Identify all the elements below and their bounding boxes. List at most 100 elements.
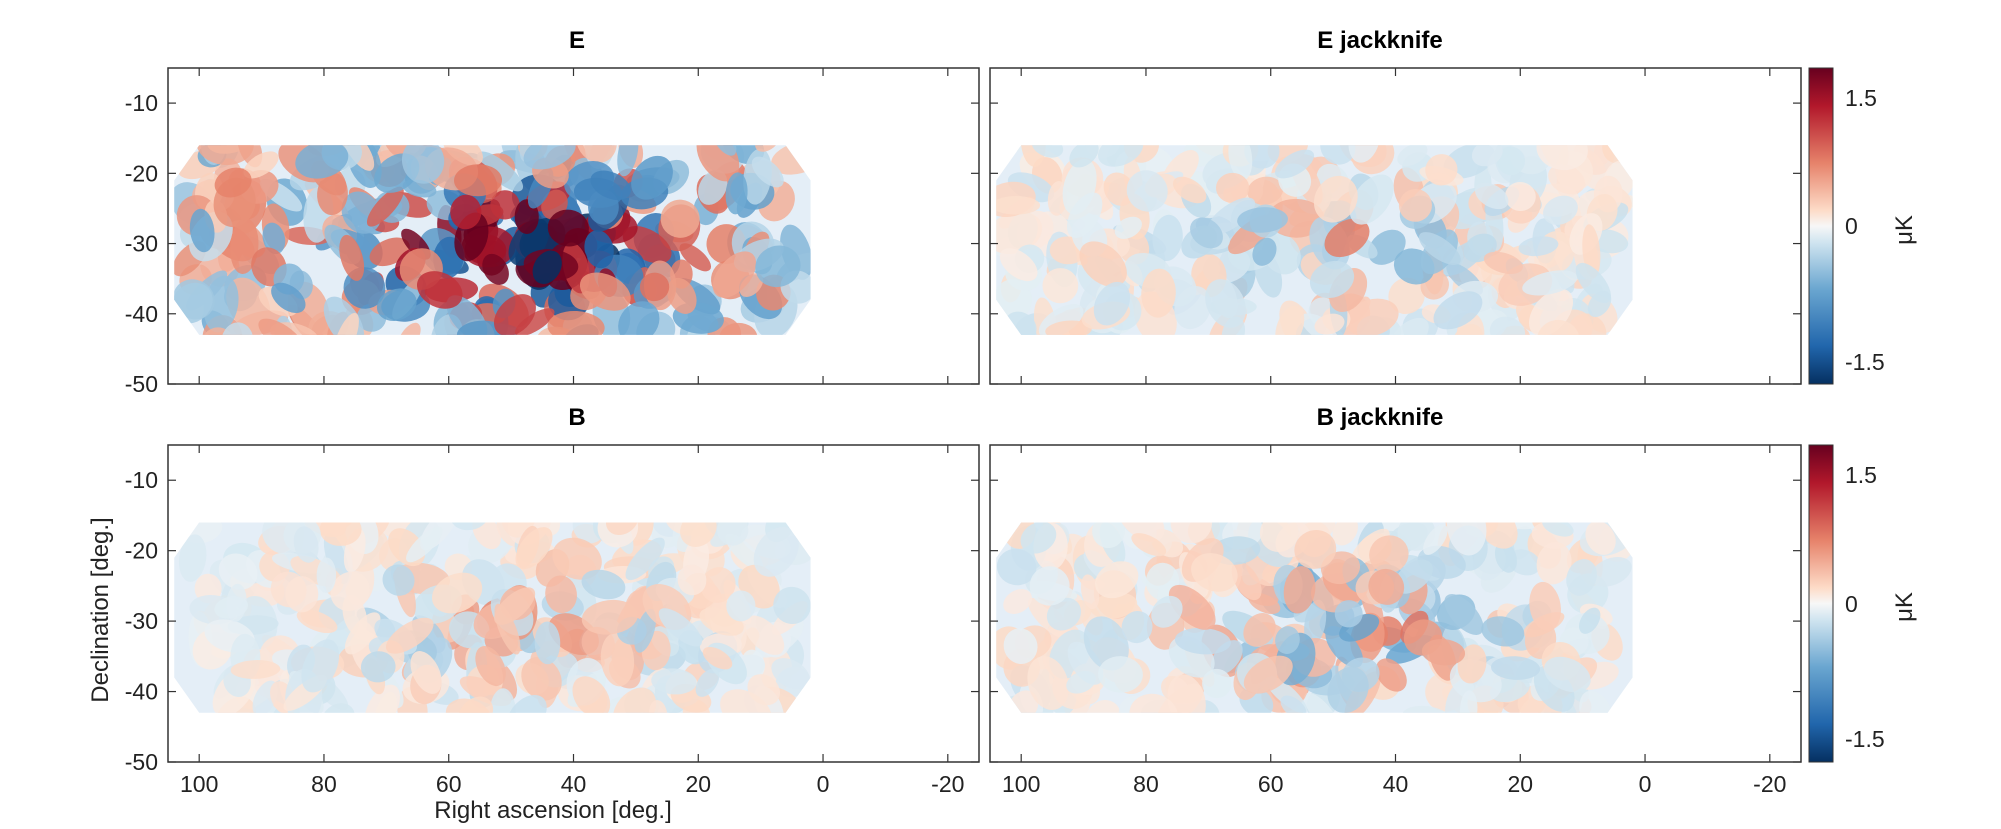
field-blob xyxy=(1126,170,1168,212)
field-blob xyxy=(1566,559,1597,596)
field-blob xyxy=(1131,533,1167,557)
field-blob xyxy=(458,696,494,713)
field-blob xyxy=(1167,674,1206,713)
field-blob xyxy=(1345,298,1399,335)
field-blob xyxy=(382,564,415,596)
field-blob xyxy=(1141,268,1176,318)
x-tick-label: 100 xyxy=(1002,771,1040,797)
field-blob xyxy=(576,145,617,163)
field-blob xyxy=(1275,149,1315,179)
field-blob xyxy=(1275,626,1300,654)
field-blob xyxy=(639,272,670,302)
field-blob xyxy=(1003,589,1032,614)
field-blob xyxy=(262,222,286,255)
field-blob xyxy=(1172,176,1207,204)
field-blob xyxy=(1020,522,1057,554)
field-blob xyxy=(401,145,445,184)
colorbar-top-tick-low: -1.5 xyxy=(1845,349,1885,375)
field-blob xyxy=(1066,670,1096,694)
field-blob xyxy=(1090,592,1138,620)
field-blob xyxy=(189,208,215,253)
field-blob xyxy=(1020,145,1046,167)
field-blob xyxy=(450,194,482,230)
field-blob xyxy=(523,145,576,170)
colorbar-bottom-tick-low: -1.5 xyxy=(1845,726,1885,752)
field-blob xyxy=(214,596,249,619)
field-blob xyxy=(1228,145,1253,181)
field-blob xyxy=(631,155,673,200)
field-blob xyxy=(618,301,660,335)
field-blob xyxy=(999,248,1038,282)
field-blob xyxy=(230,660,281,679)
field-blob xyxy=(755,245,801,288)
field-blob xyxy=(545,575,577,614)
field-blob xyxy=(1504,181,1536,211)
field-blob xyxy=(1304,599,1327,646)
field-blob xyxy=(1476,522,1518,549)
field-blob xyxy=(442,145,483,166)
x-tick-label: 80 xyxy=(311,771,337,797)
y-tick-label: -40 xyxy=(125,301,158,327)
field-blob xyxy=(1433,291,1483,330)
field-blob xyxy=(1031,145,1064,158)
field-blob xyxy=(700,567,736,603)
field-blob xyxy=(360,651,396,683)
field-blob xyxy=(515,527,553,570)
y-tick-label: -50 xyxy=(125,371,158,397)
field-blob xyxy=(493,294,536,335)
field-blob xyxy=(1244,145,1280,169)
x-tick-label: 40 xyxy=(561,771,587,797)
field-pattern xyxy=(174,145,811,335)
field-blob xyxy=(1388,277,1425,315)
field-blob xyxy=(1207,197,1256,235)
field-blob xyxy=(1008,690,1039,713)
field-blob xyxy=(258,318,304,335)
y-tick-label: -50 xyxy=(125,749,158,775)
field-blob xyxy=(1447,522,1487,556)
field-blob xyxy=(196,145,254,166)
field-blob xyxy=(572,676,611,713)
field-blob xyxy=(753,527,799,577)
field-blob xyxy=(1494,541,1517,573)
field-blob xyxy=(293,526,319,563)
field-blob xyxy=(702,646,733,670)
field-blob xyxy=(1585,522,1616,555)
field-blob xyxy=(330,571,370,612)
colorbar-top-unit: μK xyxy=(1891,215,1918,245)
field-blob xyxy=(1451,324,1483,335)
field-blob xyxy=(612,687,657,713)
x-tick-label: 0 xyxy=(1639,771,1652,797)
field-blob xyxy=(1491,656,1541,680)
field-blob xyxy=(996,196,1041,215)
field-blob xyxy=(1093,281,1131,326)
field-blob xyxy=(1496,146,1526,176)
field-blob xyxy=(431,572,483,614)
field-blob xyxy=(1542,522,1574,537)
field-blob xyxy=(1237,207,1288,233)
map-panel-b-jackknife: 100 80 60 40 20 0 -20 xyxy=(989,444,1802,797)
map-panel-e-jackknife xyxy=(989,67,1802,385)
field-blob xyxy=(317,172,348,216)
field-blob xyxy=(1283,566,1316,614)
x-tick-label: 60 xyxy=(436,771,462,797)
field-blob xyxy=(1247,176,1284,205)
field-blob xyxy=(744,615,785,655)
field-blob xyxy=(214,167,252,198)
field-blob xyxy=(1481,616,1525,647)
field-blob xyxy=(1151,595,1183,628)
field-blob xyxy=(218,553,258,590)
field-blob xyxy=(1444,594,1484,635)
field-blob xyxy=(677,564,707,596)
x-tick-label: -20 xyxy=(931,771,964,797)
field-blob xyxy=(747,674,780,706)
field-blob xyxy=(1313,175,1358,223)
x-tick-label: 60 xyxy=(1258,771,1284,797)
field-blob xyxy=(1332,522,1358,546)
field-blob xyxy=(477,151,524,192)
field-blob xyxy=(996,211,1043,255)
field-blob xyxy=(456,320,504,335)
field-blob xyxy=(366,186,404,227)
field-blob xyxy=(402,179,437,198)
field-blob xyxy=(1418,232,1461,265)
field-blob xyxy=(1368,568,1405,605)
